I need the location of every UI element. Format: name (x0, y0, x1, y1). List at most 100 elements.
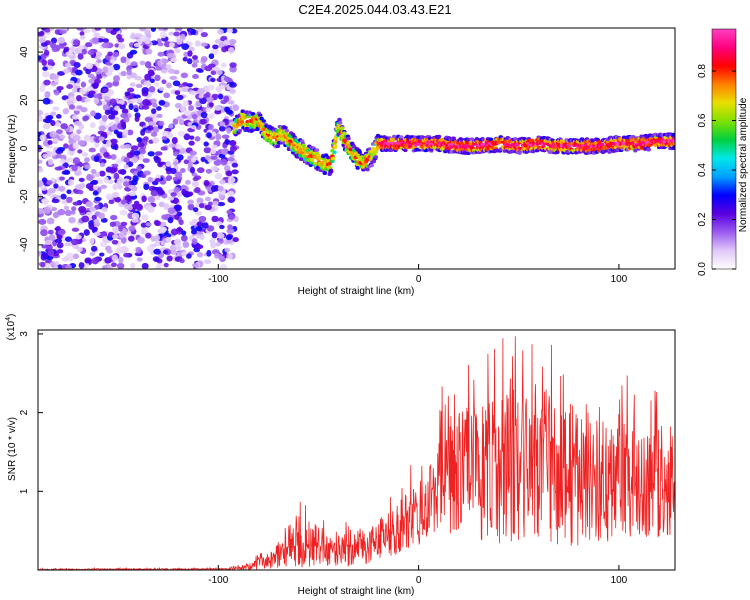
spectrogram-cell (237, 128, 243, 133)
spectrogram-cell (71, 164, 78, 172)
spectrogram-cell (39, 134, 46, 141)
spectrogram-cell (164, 41, 171, 48)
spectrogram-cell (187, 191, 194, 197)
spectrogram-cell (38, 115, 43, 122)
spectrogram-cell (118, 256, 124, 264)
spectrogram-cell (67, 157, 74, 163)
spectrogram-cell (181, 230, 187, 236)
spectrogram-cell (67, 80, 75, 85)
spectrogram-cell (150, 98, 157, 104)
spectrogram-cell (182, 100, 189, 107)
spectrogram-cell (195, 225, 203, 232)
spectrogram-cell (99, 147, 107, 154)
spectrogram-cell (142, 99, 151, 106)
spectrogram-cell (167, 68, 175, 74)
spectrogram-cell (93, 97, 100, 105)
spectrogram-cell (299, 157, 304, 161)
spectrogram-cell (671, 132, 675, 137)
spectrogram-cell (121, 28, 128, 31)
spectrogram-cell (117, 99, 125, 106)
spectrogram-cell (183, 159, 189, 165)
snr-y-axis-label: SNR (10 * v/v) (7, 417, 18, 481)
spectrogram-cell (46, 217, 55, 225)
spectrogram-cell (69, 46, 76, 53)
spectrogram-cell (217, 255, 225, 260)
spectrogram-cell (113, 129, 119, 135)
spectrogram-cell (146, 245, 154, 252)
spectrogram-cell (77, 149, 83, 154)
spectrogram-cell (131, 212, 140, 220)
spectrogram-cell (150, 108, 157, 115)
spectrogram-cell (182, 56, 188, 62)
spectrogram-cell (145, 48, 153, 55)
spectrogram-cell (112, 226, 119, 233)
spectrogram-cell (155, 195, 161, 201)
spectrogram-cell (168, 31, 174, 36)
spectrogram-cell (64, 242, 73, 247)
spectrogram-cell (126, 87, 135, 93)
spectrogram-cell (126, 129, 134, 136)
spectrogram-cell (133, 150, 141, 156)
spectrogram-cell (161, 135, 168, 141)
spectrogram-cell (204, 155, 211, 161)
spectrogram-cell (194, 211, 202, 216)
spectrogram-cell (96, 58, 102, 64)
spectrogram-cell (229, 81, 237, 88)
spectrogram-cell (131, 218, 139, 223)
spectrogram-cell (199, 234, 205, 241)
spectrogram-x-ticks: -100 0 100 (208, 264, 628, 285)
spectrogram-cell (59, 134, 66, 139)
spectrogram-cell (129, 82, 136, 87)
spectrogram-cell (326, 155, 331, 160)
spectrogram-cell (351, 144, 357, 149)
spectrogram-cell (370, 146, 376, 151)
spectrogram-cell (143, 136, 149, 141)
spectrogram-cell (197, 87, 205, 95)
spectrogram-cell (130, 185, 138, 192)
spectrogram-cell (136, 97, 143, 104)
spectrogram-cell (189, 220, 196, 226)
spectrogram-cell (68, 95, 75, 102)
spectrogram-cell (210, 70, 217, 76)
spectrogram-cell (166, 52, 173, 59)
spectrogram-cell (89, 122, 96, 129)
spectrogram-cell (205, 107, 212, 112)
spectrogram-cell (44, 240, 52, 246)
spectrogram-cell (56, 249, 64, 254)
spectrogram-cell (206, 249, 212, 257)
spectrogram-cell (361, 167, 366, 172)
spectrogram-cell (109, 98, 117, 106)
spectrogram-cell (214, 109, 222, 115)
spectrogram-cell (355, 166, 360, 170)
spectrogram-cell (109, 221, 117, 228)
spectrogram-cell (57, 37, 66, 44)
spectrogram-cell (73, 61, 81, 69)
spectrogram-cell (56, 129, 63, 134)
spectrogram-cell (466, 137, 471, 142)
snr-plot-area (38, 330, 675, 570)
spectrogram-cell (232, 237, 239, 243)
spectrogram-cell (93, 94, 101, 99)
spectrogram-cell (275, 144, 280, 148)
spectrogram-cell (42, 70, 50, 78)
spectrogram-cell (95, 172, 101, 178)
spectrogram-cell (113, 143, 119, 151)
spectrogram-cell (214, 39, 222, 44)
spectrogram-cell (114, 196, 122, 203)
spectrogram-cell (64, 209, 72, 217)
spectrogram-cell (117, 225, 123, 232)
spectrogram-cell (94, 78, 101, 84)
spectrogram-cell (123, 252, 130, 258)
spectrogram-cell (163, 203, 170, 210)
spectrogram-cell (211, 93, 219, 99)
spectrogram-cell (218, 153, 226, 159)
spectrogram-cell (124, 91, 131, 97)
spectrogram-cell (111, 163, 119, 168)
spectrogram-cell (167, 207, 176, 214)
spectrogram-cell (612, 138, 618, 142)
spectrogram-cell (103, 95, 110, 101)
spectrogram-cell (134, 116, 140, 123)
spectrogram-cell (157, 51, 165, 57)
spectrogram-cell (203, 141, 209, 147)
spectrogram-cell (200, 55, 208, 63)
